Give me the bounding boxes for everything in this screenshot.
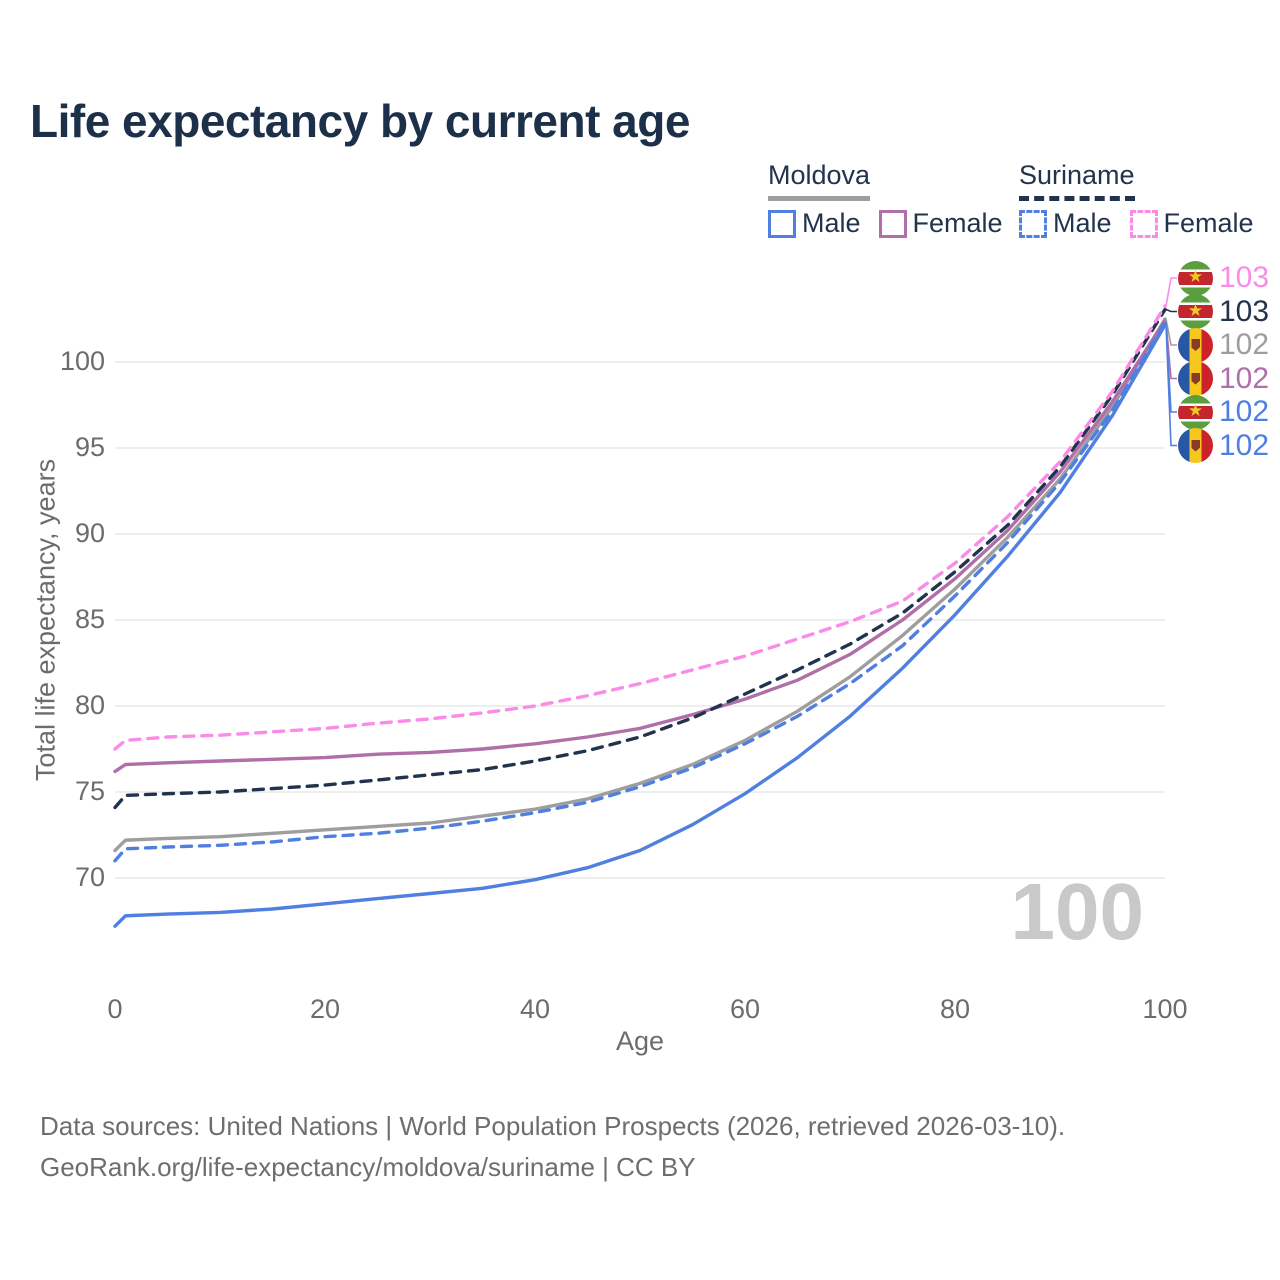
endpoint-label-moldova-total: 102 (1178, 327, 1269, 363)
suriname-flag-icon (1178, 394, 1213, 430)
endpoint-label-suriname-female: 103 (1178, 260, 1269, 296)
leader-line-moldova-total (1165, 318, 1177, 346)
legend-title-suriname: Suriname (1019, 160, 1135, 201)
legend-item-label: Male (1053, 208, 1112, 238)
leader-line-moldova-male (1165, 324, 1177, 447)
footer-sources-line: Data sources: United Nations | World Pop… (40, 1111, 1066, 1141)
legend-item-label: Female (1163, 208, 1254, 238)
endpoint-value: 102 (1219, 361, 1270, 395)
legend-items-suriname: Male Female (1019, 208, 1254, 239)
y-tick-90: 90 (74, 518, 105, 548)
x-tick-100: 100 (1142, 994, 1188, 1024)
x-tick-40: 40 (519, 994, 551, 1024)
y-tick-85: 85 (74, 604, 105, 634)
series-line-moldova-male (113, 323, 1167, 928)
endpoint-value: 102 (1219, 395, 1270, 428)
x-tick-60: 60 (729, 994, 761, 1024)
series-line-suriname-total (113, 307, 1167, 810)
y-tick-75: 75 (74, 776, 105, 806)
series-line-suriname-female (113, 304, 1167, 751)
x-tick-0: 0 (107, 994, 123, 1024)
moldova-flag-icon (1178, 361, 1213, 396)
suriname-male-swatch-icon (1019, 209, 1047, 238)
y-tick-100: 100 (59, 346, 105, 376)
leader-line-suriname-female (1165, 277, 1177, 307)
leader-line-suriname-total (1165, 308, 1177, 313)
legend-item-moldova-female[interactable]: Female (878, 208, 1003, 239)
suriname-flag-icon (1178, 260, 1213, 296)
series-line-moldova-female (113, 319, 1167, 774)
x-tick-20: 20 (309, 994, 341, 1024)
x-axis-label: Age (615, 1026, 665, 1056)
footer: Data sources: United Nations | World Pop… (40, 1106, 1065, 1188)
moldova-female-swatch-icon (878, 209, 907, 238)
moldova-flag-icon (1178, 327, 1213, 363)
footer-attribution-line: GeoRank.org/life-expectancy/moldova/suri… (40, 1152, 696, 1182)
page-title: Life expectancy by current age (30, 95, 690, 147)
legend-item-moldova-male[interactable]: Male (768, 208, 861, 239)
suriname-flag-icon (1178, 294, 1213, 329)
endpoint-label-moldova-male: 102 (1178, 428, 1269, 464)
endpoint-label-suriname-male: 102 (1178, 394, 1269, 430)
moldova-flag-icon (1178, 428, 1213, 463)
legend-country-label: Moldova (768, 160, 871, 190)
age-watermark: 100 (1010, 867, 1144, 956)
endpoint-label-moldova-female: 102 (1178, 361, 1269, 397)
legend-item-label: Male (802, 208, 861, 238)
y-tick-95: 95 (74, 432, 105, 462)
x-tick-80: 80 (939, 994, 971, 1024)
endpoint-label-suriname-total: 103 (1178, 294, 1269, 330)
legend-item-suriname-female[interactable]: Female (1129, 208, 1254, 239)
legend-item-suriname-male[interactable]: Male (1019, 208, 1112, 239)
legend-item-label: Female (912, 208, 1003, 238)
moldova-male-swatch-icon (768, 209, 796, 238)
series-line-suriname-male (113, 320, 1167, 863)
y-tick-70: 70 (74, 862, 105, 892)
legend-group-moldova: Moldova Male Female (768, 160, 1003, 239)
series-line-moldova-total (113, 317, 1167, 853)
legend-items-moldova: Male Female (768, 208, 1003, 239)
endpoint-value: 102 (1219, 428, 1270, 462)
legend-title-moldova: Moldova (768, 160, 871, 201)
legend-country-label: Suriname (1019, 160, 1135, 190)
suriname-female-swatch-icon (1129, 209, 1158, 238)
legend-group-suriname: Suriname Male Female (1019, 160, 1254, 239)
endpoint-value: 103 (1219, 294, 1270, 328)
y-tick-80: 80 (74, 690, 105, 720)
endpoint-value: 102 (1219, 328, 1270, 361)
endpoint-value: 103 (1219, 261, 1270, 294)
